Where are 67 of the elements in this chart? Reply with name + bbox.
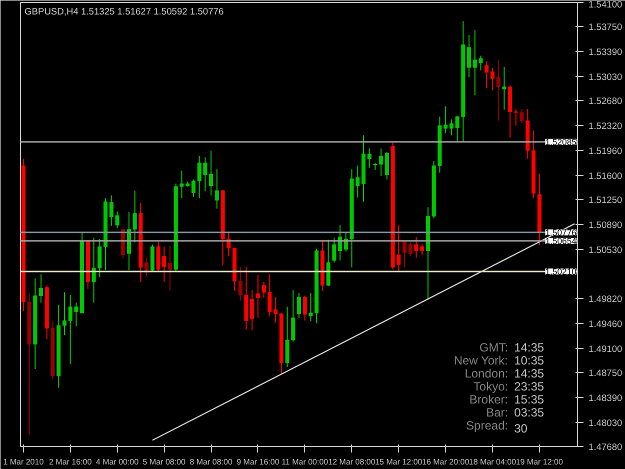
- x-tick-label: 2 Mar 16:00: [48, 458, 92, 466]
- candlestick: [98, 238, 102, 278]
- y-tick-label: 1.53390: [588, 47, 622, 58]
- candlestick: [384, 151, 389, 180]
- y-tick-label: 1.49460: [588, 318, 622, 329]
- y-tick-label: 1.48750: [588, 368, 622, 378]
- candlestick: [256, 274, 260, 318]
- y-tick-label: 1.52320: [588, 121, 622, 132]
- candlestick: [520, 108, 524, 124]
- ref-line-label: 1.52085: [545, 136, 577, 147]
- annotation: London: 14:35: [464, 366, 544, 380]
- y-tick-label: 1.54100: [588, 0, 622, 10]
- x-tick-label: 16 Mar 20:00: [422, 458, 470, 466]
- candlestick: [238, 266, 242, 302]
- x-tick-label: 15 Mar 12:00: [375, 458, 423, 466]
- ref-line-label: 1.50210: [545, 266, 577, 277]
- candlestick: [168, 245, 172, 292]
- candlestick: [379, 148, 384, 177]
- candlestick: [92, 237, 96, 304]
- candlestick: [496, 59, 500, 122]
- y-tick-label: 1.51960: [588, 146, 622, 156]
- candlestick: [408, 242, 412, 257]
- x-tick-label: 11 Mar 00:00: [282, 458, 329, 466]
- y-tick-label: 1.53750: [588, 22, 622, 32]
- candlestick: [490, 68, 494, 91]
- y-tick-label: 1.52680: [588, 96, 622, 106]
- candlestick: [285, 306, 290, 368]
- candlestick: [302, 295, 307, 322]
- candlestick: [291, 290, 296, 342]
- candlestick: [402, 241, 407, 268]
- y-tick-label: 1.48030: [588, 418, 622, 428]
- x-tick-label: 18 Mar 04:00: [468, 458, 517, 466]
- candlestick: [326, 239, 330, 287]
- candlestick: [367, 148, 372, 168]
- y-tick-label: 1.49820: [588, 294, 622, 304]
- candlestick: [484, 60, 489, 89]
- annotation: GMT: 14:35: [479, 340, 544, 354]
- candlestick: [514, 108, 518, 126]
- annotation: Broker: 15:35: [469, 392, 544, 406]
- y-tick-label: 1.47680: [588, 442, 622, 452]
- annotation: Spread: 30: [466, 418, 528, 436]
- y-tick-label: 1.53030: [588, 72, 622, 82]
- y-tick-label: 1.48390: [588, 392, 622, 403]
- x-tick-label: 4 Mar 00:00: [96, 458, 140, 466]
- candlestick: [39, 274, 44, 304]
- y-tick-label: 1.50890: [588, 220, 622, 230]
- y-tick-label: 1.51600: [588, 170, 622, 181]
- x-tick-label: 5 Mar 08:00: [142, 458, 186, 466]
- annotation: Tokyo: 23:35: [473, 380, 544, 394]
- chart-title: GBPUSD,H4 1.51325 1.51627 1.50592 1.50776: [24, 6, 224, 16]
- candlestick: [296, 292, 302, 318]
- x-tick-label: 12 Mar 08:00: [328, 458, 376, 466]
- y-tick-label: 1.51250: [588, 195, 622, 206]
- x-tick-label: 19 Mar 12:00: [516, 458, 564, 466]
- annotation: Bar: 03:35: [486, 406, 544, 420]
- ref-line-label: 1.50776: [545, 227, 577, 238]
- annotation: New York: 10:35: [454, 354, 544, 368]
- x-tick-label: 1 Mar 2010: [3, 458, 44, 466]
- x-tick-label: 9 Mar 16:00: [236, 458, 280, 466]
- y-tick-label: 1.50530: [588, 244, 622, 255]
- ref-line-label: 1.50654: [545, 236, 577, 246]
- candlestick: [214, 168, 219, 210]
- candlestick: [62, 292, 66, 336]
- candlestick: [502, 66, 506, 110]
- candlestick: [150, 244, 154, 272]
- x-tick-label: 8 Mar 08:00: [190, 458, 233, 466]
- y-tick-label: 1.49100: [588, 344, 622, 354]
